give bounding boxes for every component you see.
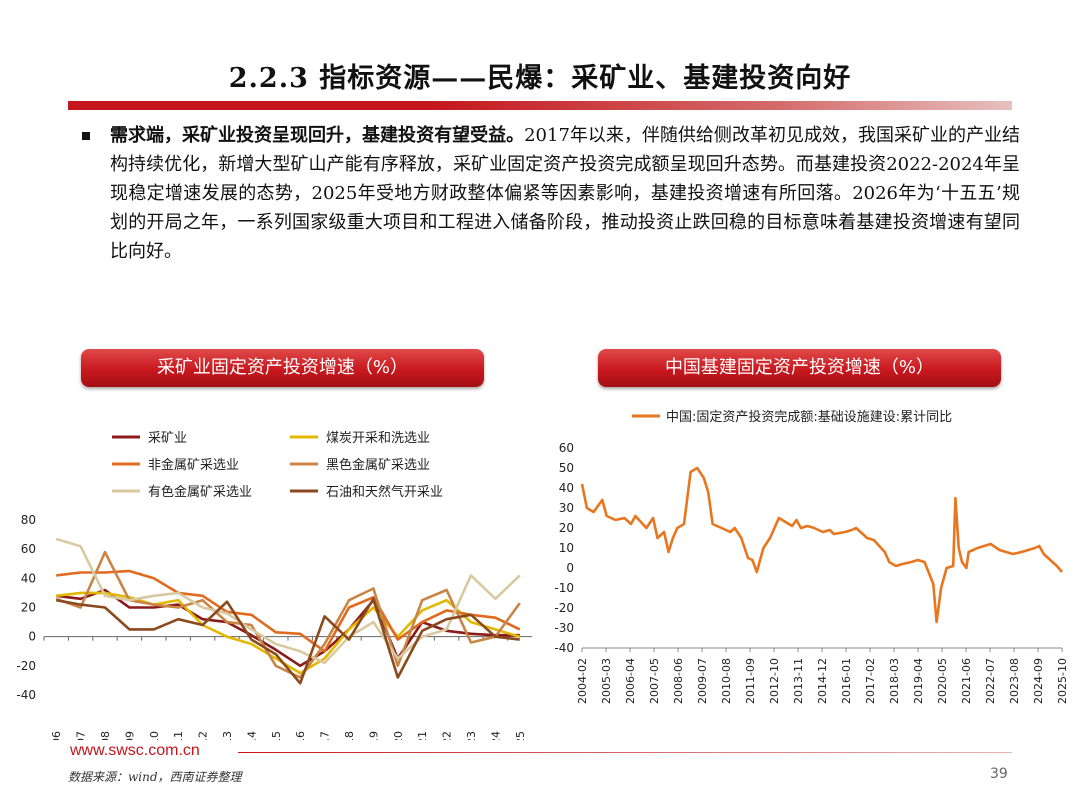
infra-chart-axes: -40 -30 -20 -10 0 10 20 30 40 50 60 2004-02 2005-03 2… [554,441,1069,704]
mining-x-tick-label: 2013 [221,731,234,740]
infra-x-tick-label: 2017-02 [864,658,877,704]
mining-x-tick-label: 2016 [294,731,307,740]
slide-title: 2.2.3 指标资源——民爆：采矿业、基建投资向好 [228,63,852,94]
intro-body: 2017年以来，伴随供给侧改革初见成效，我国采矿业的产业结构持续优化，新增大型矿… [110,125,1020,262]
mining-x-tick-label: 2006 [50,731,63,740]
infra-y-tick-label: -30 [554,621,574,635]
legend-label-0: 采矿业 [148,431,187,446]
mining-y-tick-label: -20 [16,659,36,673]
footer-divider [238,752,1012,753]
mining-series-4-line [55,537,521,665]
infra-chart-title: 中国基建固定资产投资增速（%） [598,349,1001,387]
infra-x-tick-label: 2006-04 [624,658,637,704]
mining-x-tick-label: 2019 [367,731,380,740]
mining-x-tick-label: 2024 [489,731,502,740]
infra-x-tick-label: 2020-05 [936,658,949,704]
infra-y-tick-label: 50 [559,461,574,475]
infra-x-tick-label: 2004-02 [576,658,589,704]
mining-series-0-line [56,588,520,668]
infra-x-tick-label: 2005-03 [600,658,613,704]
legend-label-5: 石油和天然气开采业 [326,484,443,500]
intro-paragraph: 需求端，采矿业投资呈现回升，基建投资有望受益。2017年以来，伴随供给侧改革初见… [110,121,1020,266]
infra-x-tick-label: 2019-04 [912,658,925,704]
mining-x-tick-label: 2010 [148,731,161,740]
mining-x-tick-label: 2020 [392,731,405,740]
mining-x-tick-label: 2008 [99,731,112,740]
infra-chart-legend: 中国:固定资产投资完成额:基础设施建设:累计同比 [632,409,952,425]
infra-y-tick-label: -10 [554,581,574,595]
mining-x-tick-label: 2014 [245,731,258,740]
infra-x-tick-label: 2011-09 [744,658,757,704]
infra-x-tick-label: 2008-06 [672,658,685,704]
mining-series-5-line [55,597,520,685]
infra-y-tick-label: 10 [559,541,574,555]
infra-x-tick-label: 2007-05 [648,658,661,704]
mining-y-tick-label: 20 [21,601,36,615]
footer-url[interactable]: www.swsc.com.cn [70,742,200,759]
bullet-square-icon [82,132,90,140]
infra-y-tick-label: 60 [559,441,574,455]
mining-x-tick-label: 2011 [172,731,185,740]
mining-x-tick-label: 2022 [441,731,454,740]
infra-x-tick-label: 2022-07 [984,658,997,704]
mining-chart-axes: -40 -20 0 20 40 60 80 2006 2007 2008 2009 2010 2011 2… [16,513,532,740]
infra-x-tick-label: 2009-07 [696,658,709,704]
source-note: 数据来源：wind，西南证券整理 [68,770,242,784]
infra-x-tick-label: 2012-10 [768,658,781,704]
mining-x-tick-label: 2012 [197,731,210,740]
legend-label-3: 黑色金属矿采选业 [326,457,430,473]
mining-x-tick-label: 2023 [465,731,478,740]
infra-x-tick-label: 2018-03 [888,658,901,704]
legend-label-1: 煤炭开采和洗选业 [326,431,430,446]
mining-chart-title: 采矿业固定资产投资增速（%） [81,349,484,387]
page-number: 39 [990,766,1008,782]
mining-x-tick-label: 2009 [123,731,136,740]
infra-x-tick-label: 2021-06 [960,658,973,704]
mining-x-tick-label: 2021 [416,731,429,740]
mining-y-tick-label: 80 [21,513,36,527]
mining-series-2-line [56,569,521,653]
infra-x-tick-label: 2024-09 [1032,658,1045,704]
infra-x-tick-label: 2014-12 [816,658,829,704]
intro-lead: 需求端，采矿业投资呈现回升，基建投资有望受益。 [110,125,525,146]
mining-y-tick-label: -40 [16,688,36,702]
infra-legend-label: 中国:固定资产投资完成额:基础设施建设:累计同比 [666,409,952,425]
mining-series-3-line [55,550,521,679]
mining-x-tick-label: 2007 [75,731,88,740]
legend-label-4: 有色金属矿采选业 [148,484,252,500]
infra-x-tick-label: 2025-10 [1056,658,1069,704]
mining-x-tick-label: 2017 [319,731,332,740]
mining-y-tick-label: 60 [21,542,36,556]
infra-x-tick-label: 2013-11 [792,658,805,704]
title-accent-bar [68,101,1012,110]
mining-y-tick-label: 0 [28,630,36,644]
mining-x-tick-label: 2018 [343,731,356,740]
infra-investment-chart: 中国:固定资产投资完成额:基础设施建设:累计同比 -40 -30 -20 -10 0 10… [554,409,1069,704]
infra-y-tick-label: 30 [559,501,574,515]
infra-series-line [580,466,1063,624]
infra-y-tick-label: 0 [566,561,574,575]
mining-x-tick-label: 2025 [514,731,527,740]
infra-chart-series [580,466,1063,624]
mining-chart-series [55,537,521,685]
infra-y-tick-label: 20 [559,521,574,535]
infra-y-tick-label: -40 [554,641,574,655]
infra-y-tick-label: -20 [554,601,574,615]
mining-x-tick-label: 2015 [270,731,283,740]
infra-x-tick-label: 2010-08 [720,658,733,704]
legend-label-2: 非金属矿采选业 [148,457,239,473]
infra-y-tick-label: 40 [559,481,574,495]
infra-x-tick-label: 2023-08 [1008,658,1021,704]
mining-y-tick-label: 40 [21,571,36,585]
infra-x-tick-label: 2016-01 [840,658,853,704]
